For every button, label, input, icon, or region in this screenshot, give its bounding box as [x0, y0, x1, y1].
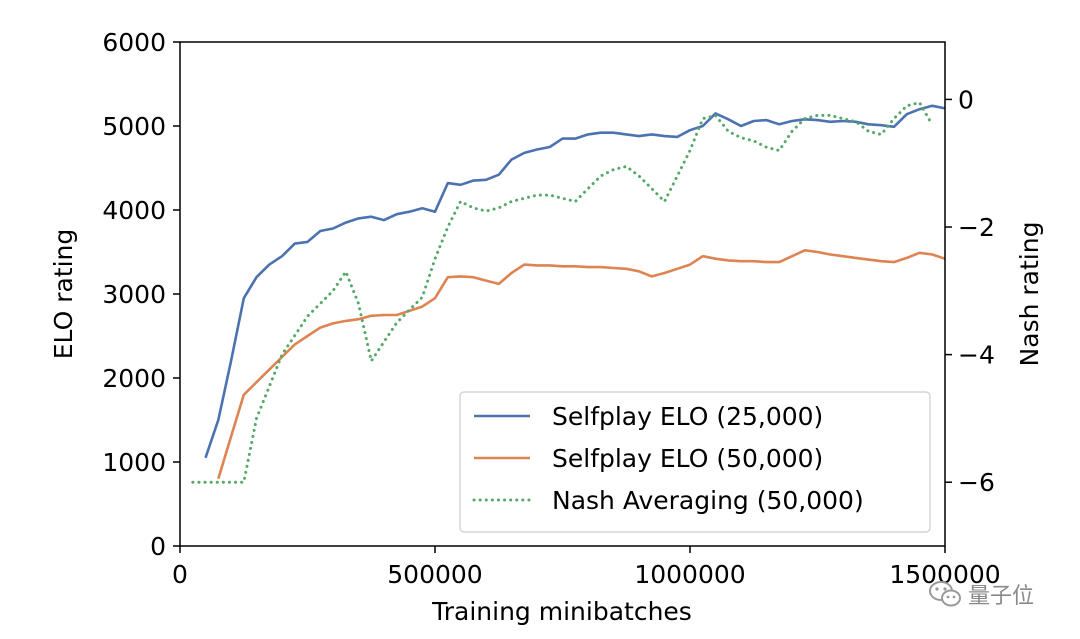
y2-tick-label: −4	[958, 341, 995, 370]
x-tick-label: 500000	[387, 560, 482, 589]
series-line-2	[217, 249, 946, 480]
watermark: 量子位	[928, 578, 1034, 610]
y2-axis-label: Nash rating	[1015, 222, 1044, 367]
series-line-1	[204, 104, 946, 459]
y-tick-label: 3000	[102, 280, 166, 309]
y-axis-left: 0 1000 2000 3000 4000 5000 6000	[102, 28, 180, 561]
y-axis-right: −6 −4 −2 0	[945, 85, 995, 497]
legend-frame	[459, 391, 931, 533]
y-tick-label: 2000	[102, 364, 166, 393]
legend-label: Selfplay ELO (25,000)	[552, 402, 823, 431]
series-line-3	[191, 101, 934, 484]
y-tick-label: 5000	[102, 112, 166, 141]
x-axis: 0 500000 1000000 1500000	[172, 546, 1001, 589]
x-tick-label: 0	[172, 560, 188, 589]
y2-tick-label: 0	[958, 85, 974, 114]
y2-tick-label: −6	[958, 468, 995, 497]
y-axis-label: ELO rating	[49, 229, 78, 360]
y-tick-label: 0	[150, 532, 166, 561]
watermark-text: 量子位	[968, 584, 1035, 609]
x-tick-label: 1500000	[889, 560, 1000, 589]
wechat-icon	[929, 581, 961, 607]
legend-label: Nash Averaging (50,000)	[552, 486, 864, 515]
legend: Selfplay ELO (25,000) Selfplay ELO (50,00…	[459, 391, 931, 533]
y-tick-label: 6000	[102, 28, 166, 57]
y-tick-label: 4000	[102, 196, 166, 225]
x-tick-label: 1000000	[634, 560, 745, 589]
x-axis-label: Training minibatches	[431, 597, 692, 626]
y2-tick-label: −2	[958, 213, 995, 242]
series-layer	[191, 101, 946, 484]
legend-label: Selfplay ELO (50,000)	[552, 444, 823, 473]
y-tick-label: 1000	[102, 448, 166, 477]
